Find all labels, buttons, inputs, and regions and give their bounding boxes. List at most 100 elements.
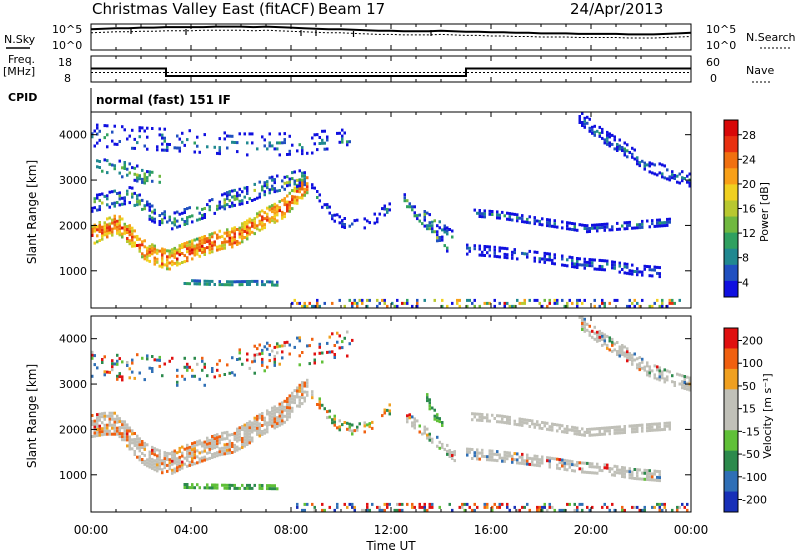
heatmap-cell: [666, 177, 669, 181]
heatmap-cell: [198, 451, 201, 455]
heatmap-cell: [321, 502, 324, 506]
heatmap-cell: [103, 230, 106, 234]
heatmap-cell: [618, 147, 621, 151]
heatmap-cell: [243, 432, 246, 436]
heatmap-cell: [458, 505, 461, 509]
heatmap-cell: [171, 450, 174, 454]
heatmap-cell: [118, 426, 121, 430]
heatmap-cell: [631, 427, 634, 431]
heatmap-cell: [301, 396, 304, 400]
heatmap-cell: [598, 264, 601, 268]
heatmap-cell: [288, 191, 291, 195]
heatmap-cell: [658, 275, 661, 279]
heatmap-cell: [158, 458, 161, 462]
heatmap-cell: [353, 298, 356, 302]
heatmap-cell: [601, 259, 604, 263]
heatmap-cell: [538, 461, 541, 465]
heatmap-cell: [416, 214, 419, 218]
heatmap-cell: [583, 430, 586, 434]
heatmap-cell: [281, 216, 284, 220]
heatmap-cell: [431, 437, 434, 441]
heatmap-cell: [411, 205, 414, 209]
heatmap-cell: [126, 225, 129, 228]
heatmap-cell: [306, 151, 309, 155]
heatmap-cell: [541, 455, 544, 459]
heatmap-cell: [643, 471, 646, 475]
heatmap-cell: [93, 419, 96, 423]
heatmap-cell: [608, 301, 611, 305]
heatmap-cell: [531, 460, 534, 464]
heatmap-cell: [293, 398, 296, 402]
heatmap-cell: [626, 347, 629, 351]
heatmap-cell: [473, 412, 476, 416]
heatmap-cell: [163, 463, 166, 467]
heatmap-cell: [228, 448, 231, 452]
heatmap-cell: [446, 232, 449, 236]
heatmap-cell: [156, 257, 159, 261]
heatmap-cell: [333, 344, 336, 347]
heatmap-cell: [193, 150, 196, 154]
heatmap-cell: [633, 427, 636, 431]
heatmap-cell: [593, 465, 596, 469]
heatmap-cell: [586, 461, 589, 465]
heatmap-cell: [606, 136, 609, 140]
heatmap-cell: [186, 365, 189, 369]
heatmap-cell: [663, 427, 666, 431]
heatmap-cell: [566, 462, 569, 466]
heatmap-cell: [336, 426, 339, 430]
heatmap-cell: [648, 429, 651, 432]
heatmap-cell: [581, 301, 584, 305]
freq-left-tick-bottom: 8: [64, 72, 71, 85]
heatmap-cell: [658, 369, 661, 373]
heatmap-cell: [276, 219, 279, 223]
heatmap-cell: [91, 423, 94, 426]
heatmap-cell: [451, 229, 454, 233]
heatmap-cell: [136, 434, 139, 438]
heatmap-cell: [98, 227, 101, 230]
heatmap-cell: [478, 415, 481, 419]
heatmap-cell: [138, 202, 141, 206]
heatmap-cell: [228, 486, 231, 490]
heatmap-cell: [96, 422, 99, 426]
heatmap-cell: [216, 207, 219, 211]
heatmap-cell: [311, 304, 314, 308]
heatmap-cell: [268, 411, 271, 415]
heatmap-cell: [166, 249, 169, 253]
heatmap-cell: [136, 437, 139, 441]
heatmap-cell: [641, 508, 644, 512]
heatmap-cell: [606, 142, 609, 146]
heatmap-cell: [96, 141, 99, 145]
heatmap-cell: [583, 298, 586, 302]
heatmap-cell: [96, 234, 99, 238]
heatmap-cell: [588, 333, 591, 337]
heatmap-cell: [158, 358, 161, 362]
heatmap-cell: [218, 152, 221, 156]
heatmap-cell: [143, 178, 146, 182]
heatmap-cell: [576, 426, 579, 430]
heatmap-cell: [521, 455, 524, 459]
heatmap-cell: [268, 414, 271, 418]
heatmap-cell: [276, 210, 279, 214]
heatmap-cell: [586, 263, 589, 267]
heatmap-cell: [443, 224, 446, 228]
heatmap-cell: [266, 365, 269, 369]
heatmap-cell: [106, 145, 109, 149]
heatmap-cell: [298, 398, 301, 402]
heatmap-cell: [658, 221, 661, 225]
colorbar-tick-label: 100: [742, 357, 763, 370]
heatmap-cell: [268, 132, 271, 136]
heatmap-cell: [626, 221, 629, 225]
heatmap-cell: [273, 220, 276, 224]
heatmap-cell: [213, 375, 216, 379]
heatmap-cell: [228, 433, 231, 437]
heatmap-cell: [228, 371, 231, 375]
heatmap-cell: [421, 432, 424, 436]
heatmap-cell: [611, 467, 614, 471]
heatmap-cell: [603, 339, 606, 343]
heatmap-cell: [613, 470, 616, 474]
heatmap-cell: [251, 424, 254, 428]
heatmap-cell: [588, 330, 591, 334]
heatmap-cell: [258, 413, 261, 417]
heatmap-cell: [288, 152, 291, 156]
heatmap-cell: [118, 375, 121, 379]
